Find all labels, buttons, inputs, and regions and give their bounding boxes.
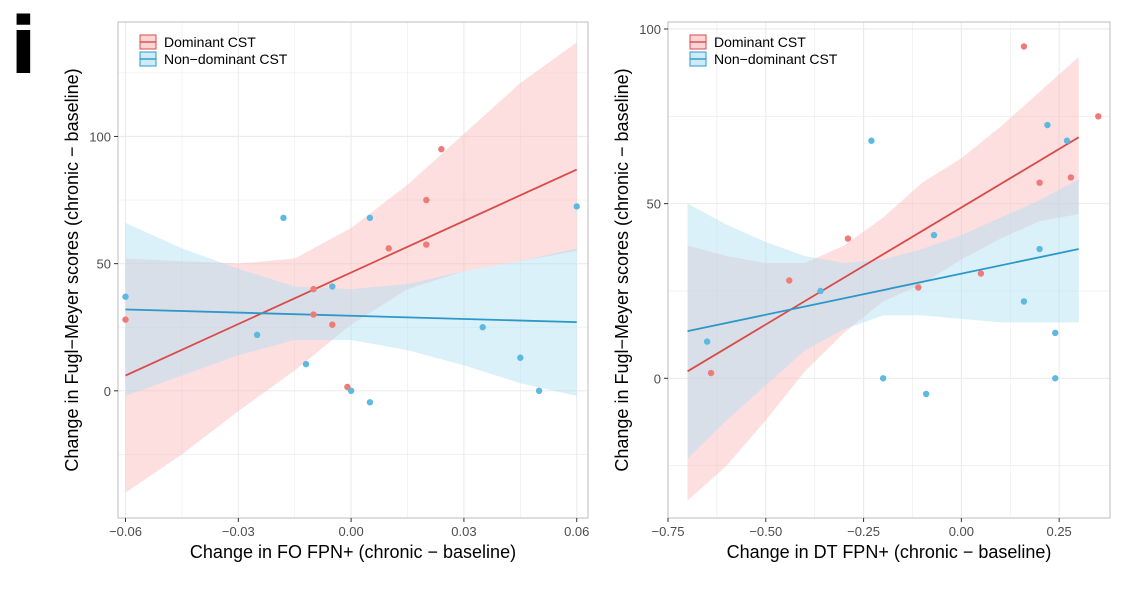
x-tick-label: 0.03 (451, 524, 476, 539)
y-axis-title: Change in Fugl−Meyer scores (chronic − b… (612, 68, 632, 471)
fit-line-dominant (125, 168, 578, 377)
x-tick-label: −0.25 (847, 524, 880, 539)
data-point-nondominant (1036, 245, 1043, 253)
legend-label-nondominant: Non−dominant CST (714, 51, 838, 67)
data-point-dominant (329, 321, 336, 328)
ci-band-nondominant (125, 222, 577, 396)
data-point-dominant (707, 369, 715, 377)
grid (667, 22, 1110, 518)
data-point-dominant (423, 241, 430, 248)
y-tick-label: 50 (97, 257, 111, 272)
x-axis-title: Change in DT FPN+ (chronic − baseline) (727, 542, 1052, 562)
data-point-nondominant (253, 331, 261, 339)
data-point-dominant (438, 145, 445, 153)
data-point-nondominant (922, 390, 930, 398)
data-point-dominant (1036, 179, 1043, 186)
data-point-nondominant (1044, 121, 1051, 129)
y-tick-label: 100 (89, 129, 111, 144)
data-point-nondominant (868, 137, 875, 144)
x-tick-label: −0.75 (652, 524, 685, 539)
x-tick-label: −0.03 (222, 524, 255, 539)
ci-band-nondominant (687, 179, 1079, 459)
data-point-dominant (1095, 113, 1102, 120)
y-tick-label: 50 (647, 197, 661, 212)
ci-band-dominant (125, 42, 577, 493)
legend-label-dominant: Dominant CST (164, 34, 256, 50)
data-point-dominant (122, 316, 129, 323)
x-axis-title: Change in FO FPN+ (chronic − baseline) (190, 542, 516, 562)
data-point-nondominant (817, 287, 824, 295)
data-point-dominant (1020, 43, 1028, 50)
x-tick-label: −0.50 (749, 524, 782, 539)
data-point-nondominant (703, 338, 711, 345)
data-point-nondominant (1052, 375, 1059, 382)
ci-bands (125, 42, 577, 493)
data-point-dominant (385, 245, 392, 252)
x-tick-label: 0.00 (949, 524, 974, 539)
x-tick-label: −0.06 (109, 524, 142, 539)
x-tick-label: 0.06 (564, 524, 589, 539)
data-point-nondominant (535, 387, 543, 395)
data-point-nondominant (930, 231, 938, 239)
plot-frame (117, 21, 589, 519)
data-point-nondominant (122, 293, 129, 300)
ci-bands (687, 56, 1079, 501)
x-tick-label: 0.00 (338, 524, 363, 539)
panel-label: i (10, 2, 37, 92)
data-point-dominant (844, 235, 852, 242)
data-point-nondominant (517, 354, 524, 361)
plot-frame (667, 21, 1111, 519)
x-tick-label: 0.25 (1046, 524, 1071, 539)
data-point-nondominant (1063, 137, 1071, 144)
y-axis-title: Change in Fugl−Meyer scores (chronic − b… (62, 68, 82, 471)
legend-label-dominant: Dominant CST (714, 34, 806, 50)
fit-line-nondominant (687, 248, 1079, 333)
fit-line-dominant (687, 136, 1080, 373)
fit-line-nondominant (125, 308, 577, 324)
data-point-dominant (786, 277, 793, 284)
data-point-nondominant (1052, 329, 1059, 337)
data-point-nondominant (329, 283, 336, 290)
data-point-nondominant (366, 399, 374, 406)
chart-panel-2: −0.75 −0.50 −0.25 0.00 0.25 0 50 100 Change in D… (612, 21, 1111, 562)
data-point-nondominant (280, 214, 287, 222)
legend-label-nondominant: Non−dominant CST (164, 51, 288, 67)
data-point-nondominant (366, 214, 374, 222)
data-point-dominant (915, 284, 922, 291)
data-point-dominant (977, 270, 985, 277)
data-point-dominant (1067, 174, 1075, 181)
data-point-dominant (310, 285, 317, 293)
data-point-dominant (423, 196, 430, 204)
y-tick-label: 100 (639, 22, 661, 37)
data-point-dominant (310, 311, 317, 318)
data-point-nondominant (1020, 298, 1028, 305)
y-tick-label: 0 (654, 371, 661, 386)
data-point-nondominant (573, 203, 580, 210)
data-point-nondominant (479, 324, 486, 331)
chart-panel-1: −0.06 −0.03 0.00 0.03 0.06 0 50 100 Change in FO… (62, 21, 589, 562)
data-point-nondominant (879, 375, 887, 382)
data-point-nondominant (347, 387, 355, 395)
ci-band-dominant (687, 56, 1079, 501)
y-tick-label: 0 (104, 384, 111, 399)
data-point-nondominant (302, 360, 310, 368)
